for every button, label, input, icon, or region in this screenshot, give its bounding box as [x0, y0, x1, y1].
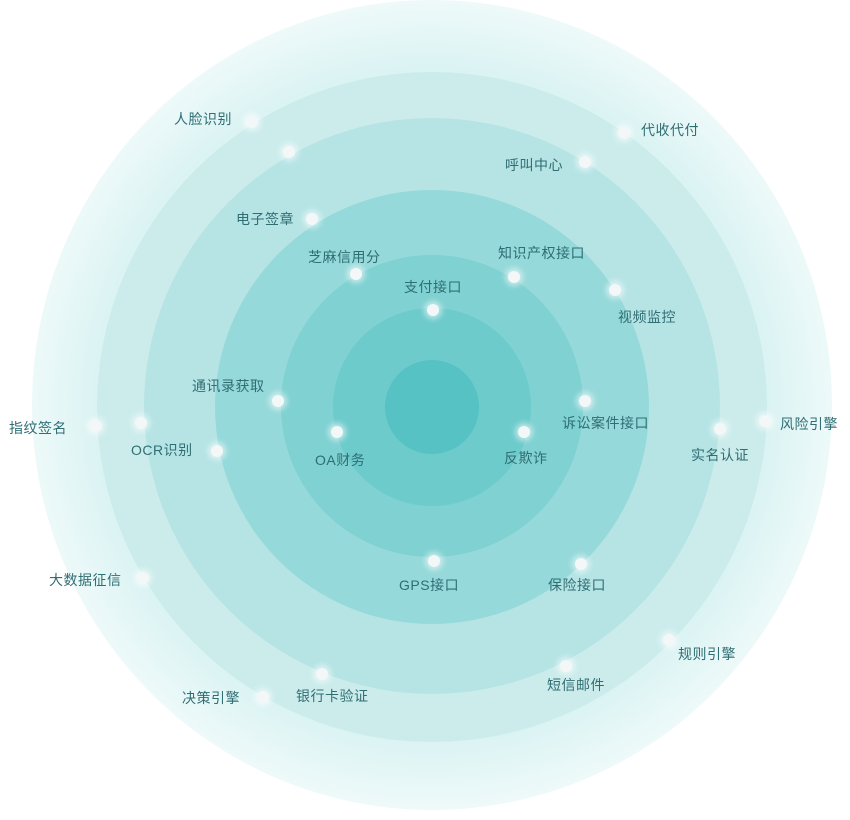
node-dot-bankcard	[316, 668, 328, 680]
node-label-sms: 短信邮件	[547, 677, 605, 693]
node-dot-decision	[257, 691, 269, 703]
node-label-fingerprint: 指纹签名	[9, 420, 67, 436]
node-label-realname: 实名认证	[691, 447, 749, 463]
node-dot-gps	[428, 555, 440, 567]
node-label-rules: 规则引擎	[678, 646, 736, 662]
node-dot-fingerprint	[90, 420, 102, 432]
node-dot-realname	[714, 423, 726, 435]
node-label-collect: 代收代付	[641, 122, 699, 138]
node-dot-pay	[427, 304, 439, 316]
node-label-ip: 知识产权接口	[498, 245, 585, 261]
node-dot-insurance	[575, 558, 587, 570]
node-label-zhima: 芝麻信用分	[308, 249, 381, 265]
node-label-bigdata: 大数据征信	[49, 572, 122, 588]
node-dot-video	[609, 284, 621, 296]
node-label-video: 视频监控	[618, 309, 676, 325]
node-label-decision: 决策引擎	[182, 690, 240, 706]
node-dot-call	[579, 156, 591, 168]
node-dot-oa	[331, 426, 343, 438]
node-dot-risk	[759, 415, 771, 427]
node-label-pay: 支付接口	[404, 279, 462, 295]
node-label-ocr: OCR识别	[131, 442, 193, 458]
node-label-bankcard: 银行卡验证	[296, 688, 369, 704]
node-dot-bigdata	[137, 572, 149, 584]
node-dot-rules	[663, 634, 675, 646]
node-dot-face	[246, 116, 258, 128]
node-dot-ip	[508, 271, 520, 283]
node-dot-contacts	[272, 395, 284, 407]
node-dot-esign	[306, 213, 318, 225]
node-label-face: 人脸识别	[174, 111, 232, 127]
node-label-call: 呼叫中心	[505, 157, 563, 173]
node-dot-sms	[560, 660, 572, 672]
node-label-lawsuit: 诉讼案件接口	[562, 415, 649, 431]
node-label-contacts: 通讯录获取	[192, 378, 265, 394]
node-label-esign: 电子签章	[236, 211, 294, 227]
node-label-gps: GPS接口	[399, 577, 460, 593]
node-dot-zhima	[350, 268, 362, 280]
node-dot-collect	[618, 127, 630, 139]
node-dot-ocr	[211, 445, 223, 457]
node-dot-ring-top	[283, 146, 295, 158]
node-dot-antifraud	[518, 426, 530, 438]
center-core	[385, 360, 479, 454]
node-dot-lawsuit	[579, 395, 591, 407]
node-label-antifraud: 反欺诈	[504, 450, 548, 466]
node-dot-ring-left	[135, 417, 147, 429]
node-label-risk: 风险引擎	[780, 416, 838, 432]
node-label-oa: OA财务	[315, 452, 366, 468]
node-label-insurance: 保险接口	[548, 577, 606, 593]
